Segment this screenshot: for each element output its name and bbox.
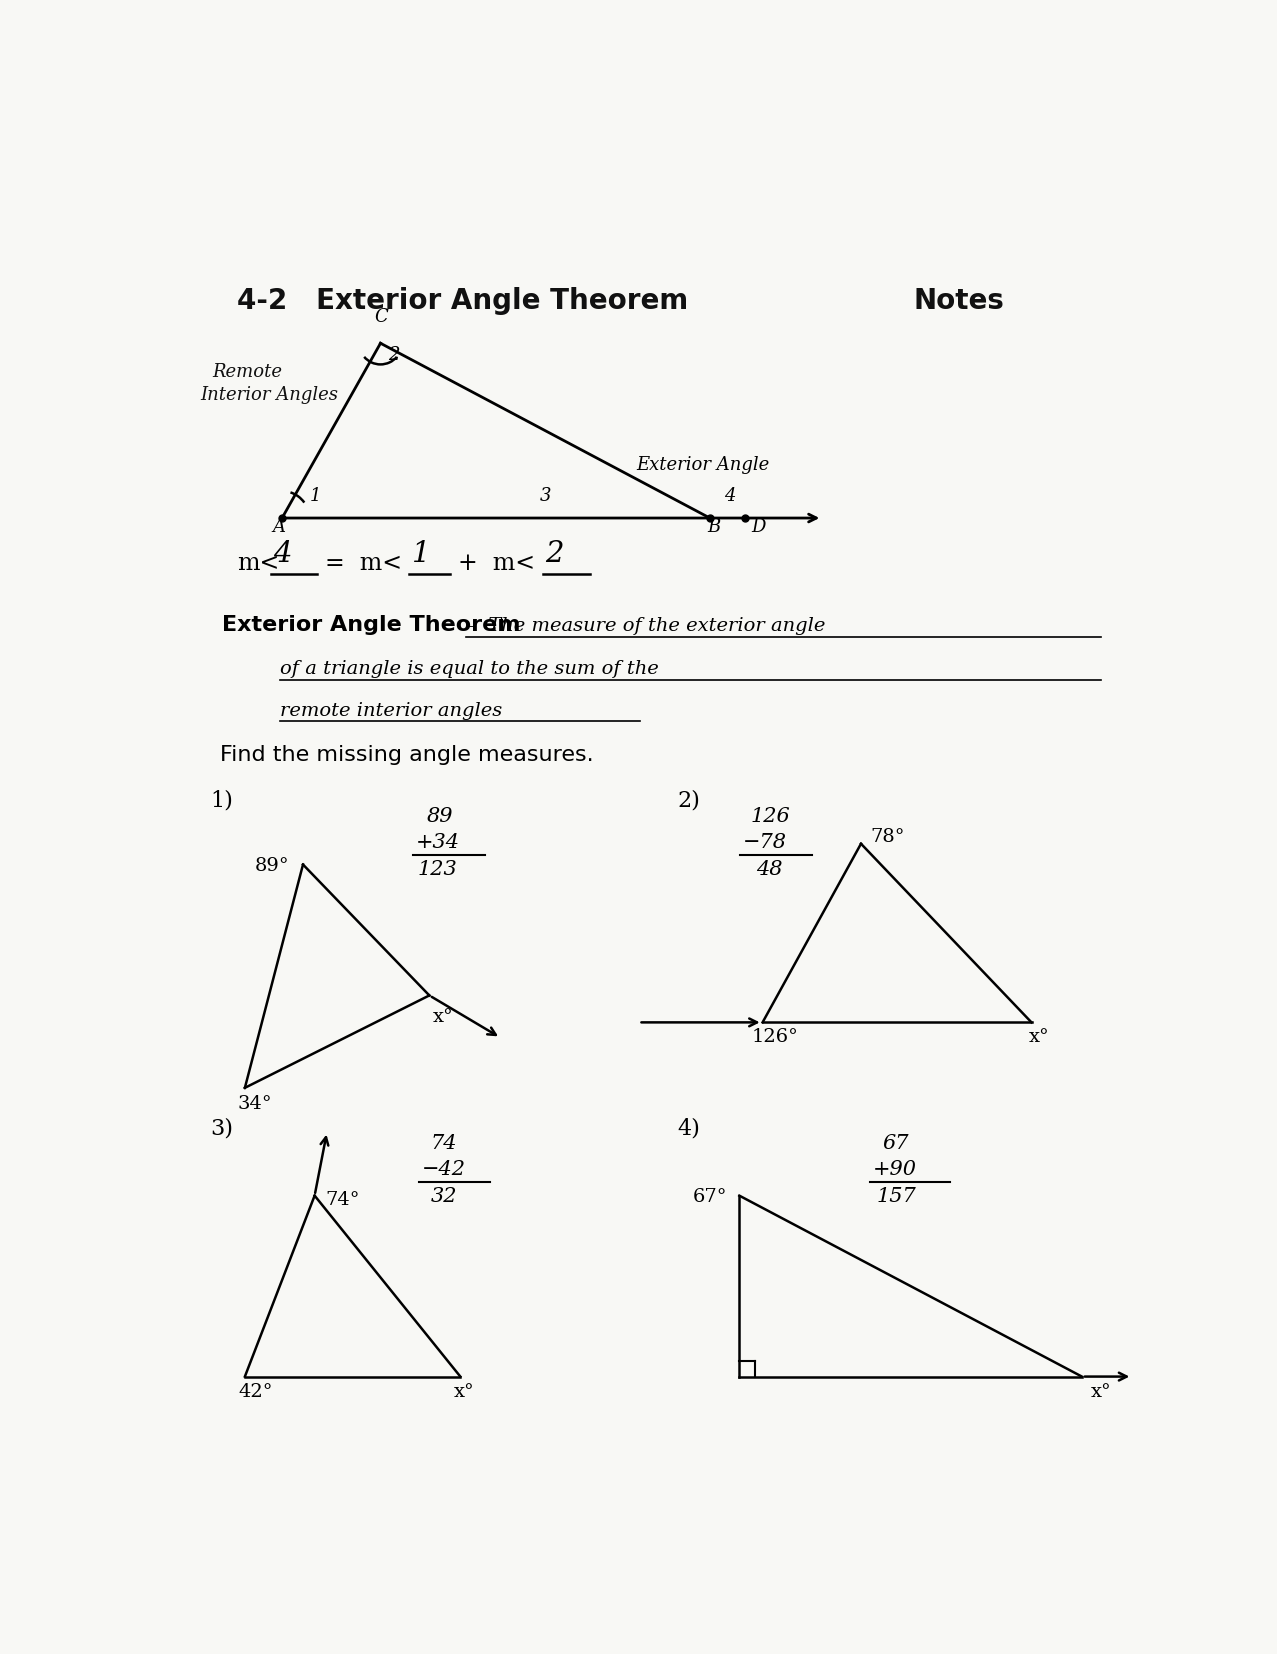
Text: 42°: 42° [239, 1383, 273, 1401]
Text: of a triangle is equal to the sum of the: of a triangle is equal to the sum of the [280, 660, 659, 678]
Text: −78: −78 [742, 832, 787, 852]
Text: Interior Angles: Interior Angles [200, 387, 338, 404]
Text: B: B [707, 518, 720, 536]
Text: 89°: 89° [255, 857, 290, 875]
Text: C: C [374, 308, 388, 326]
Text: 123: 123 [418, 860, 457, 878]
Text: +34: +34 [415, 832, 460, 852]
Text: x°: x° [433, 1009, 453, 1027]
Text: 1: 1 [310, 486, 322, 504]
Text: 126°: 126° [752, 1029, 798, 1047]
Text: 78°: 78° [871, 829, 905, 847]
Text: 2: 2 [388, 346, 400, 364]
Text: remote interior angles: remote interior angles [280, 701, 502, 719]
Text: x°: x° [1091, 1383, 1112, 1401]
Text: D: D [751, 518, 765, 536]
Text: 2): 2) [677, 789, 700, 812]
Text: 126: 126 [750, 807, 790, 827]
Text: 74: 74 [430, 1135, 457, 1153]
Text: –  The measure of the exterior angle: – The measure of the exterior angle [466, 617, 825, 635]
Text: 157: 157 [876, 1188, 917, 1206]
Text: 4: 4 [273, 539, 292, 567]
Text: −42: −42 [421, 1159, 466, 1179]
Text: x°: x° [1029, 1029, 1050, 1047]
Text: 4): 4) [677, 1116, 700, 1140]
Text: 4: 4 [724, 486, 736, 504]
Text: 1): 1) [209, 789, 232, 812]
Text: 67°: 67° [693, 1188, 728, 1206]
Text: 67: 67 [882, 1135, 908, 1153]
Text: Notes: Notes [913, 288, 1005, 314]
Text: 3: 3 [539, 486, 550, 504]
Text: +  m<: + m< [458, 552, 535, 574]
Text: 1: 1 [411, 539, 430, 567]
Text: 4-2   Exterior Angle Theorem: 4-2 Exterior Angle Theorem [238, 288, 688, 314]
Text: 89: 89 [427, 807, 453, 827]
Text: +90: +90 [872, 1159, 917, 1179]
Text: 2: 2 [545, 539, 564, 567]
Text: 48: 48 [756, 860, 783, 878]
Text: 32: 32 [430, 1188, 457, 1206]
Text: 74°: 74° [326, 1191, 360, 1209]
Text: 34°: 34° [238, 1095, 272, 1113]
Text: Exterior Angle Theorem: Exterior Angle Theorem [222, 615, 520, 635]
Text: x°: x° [455, 1383, 475, 1401]
Text: =  m<: = m< [324, 552, 402, 574]
Text: Find the missing angle measures.: Find the missing angle measures. [220, 744, 594, 764]
Text: A: A [273, 518, 286, 536]
Text: 3): 3) [209, 1116, 232, 1140]
Text: Remote: Remote [212, 364, 282, 380]
Text: m<: m< [238, 552, 280, 574]
Text: Exterior Angle: Exterior Angle [636, 455, 770, 473]
